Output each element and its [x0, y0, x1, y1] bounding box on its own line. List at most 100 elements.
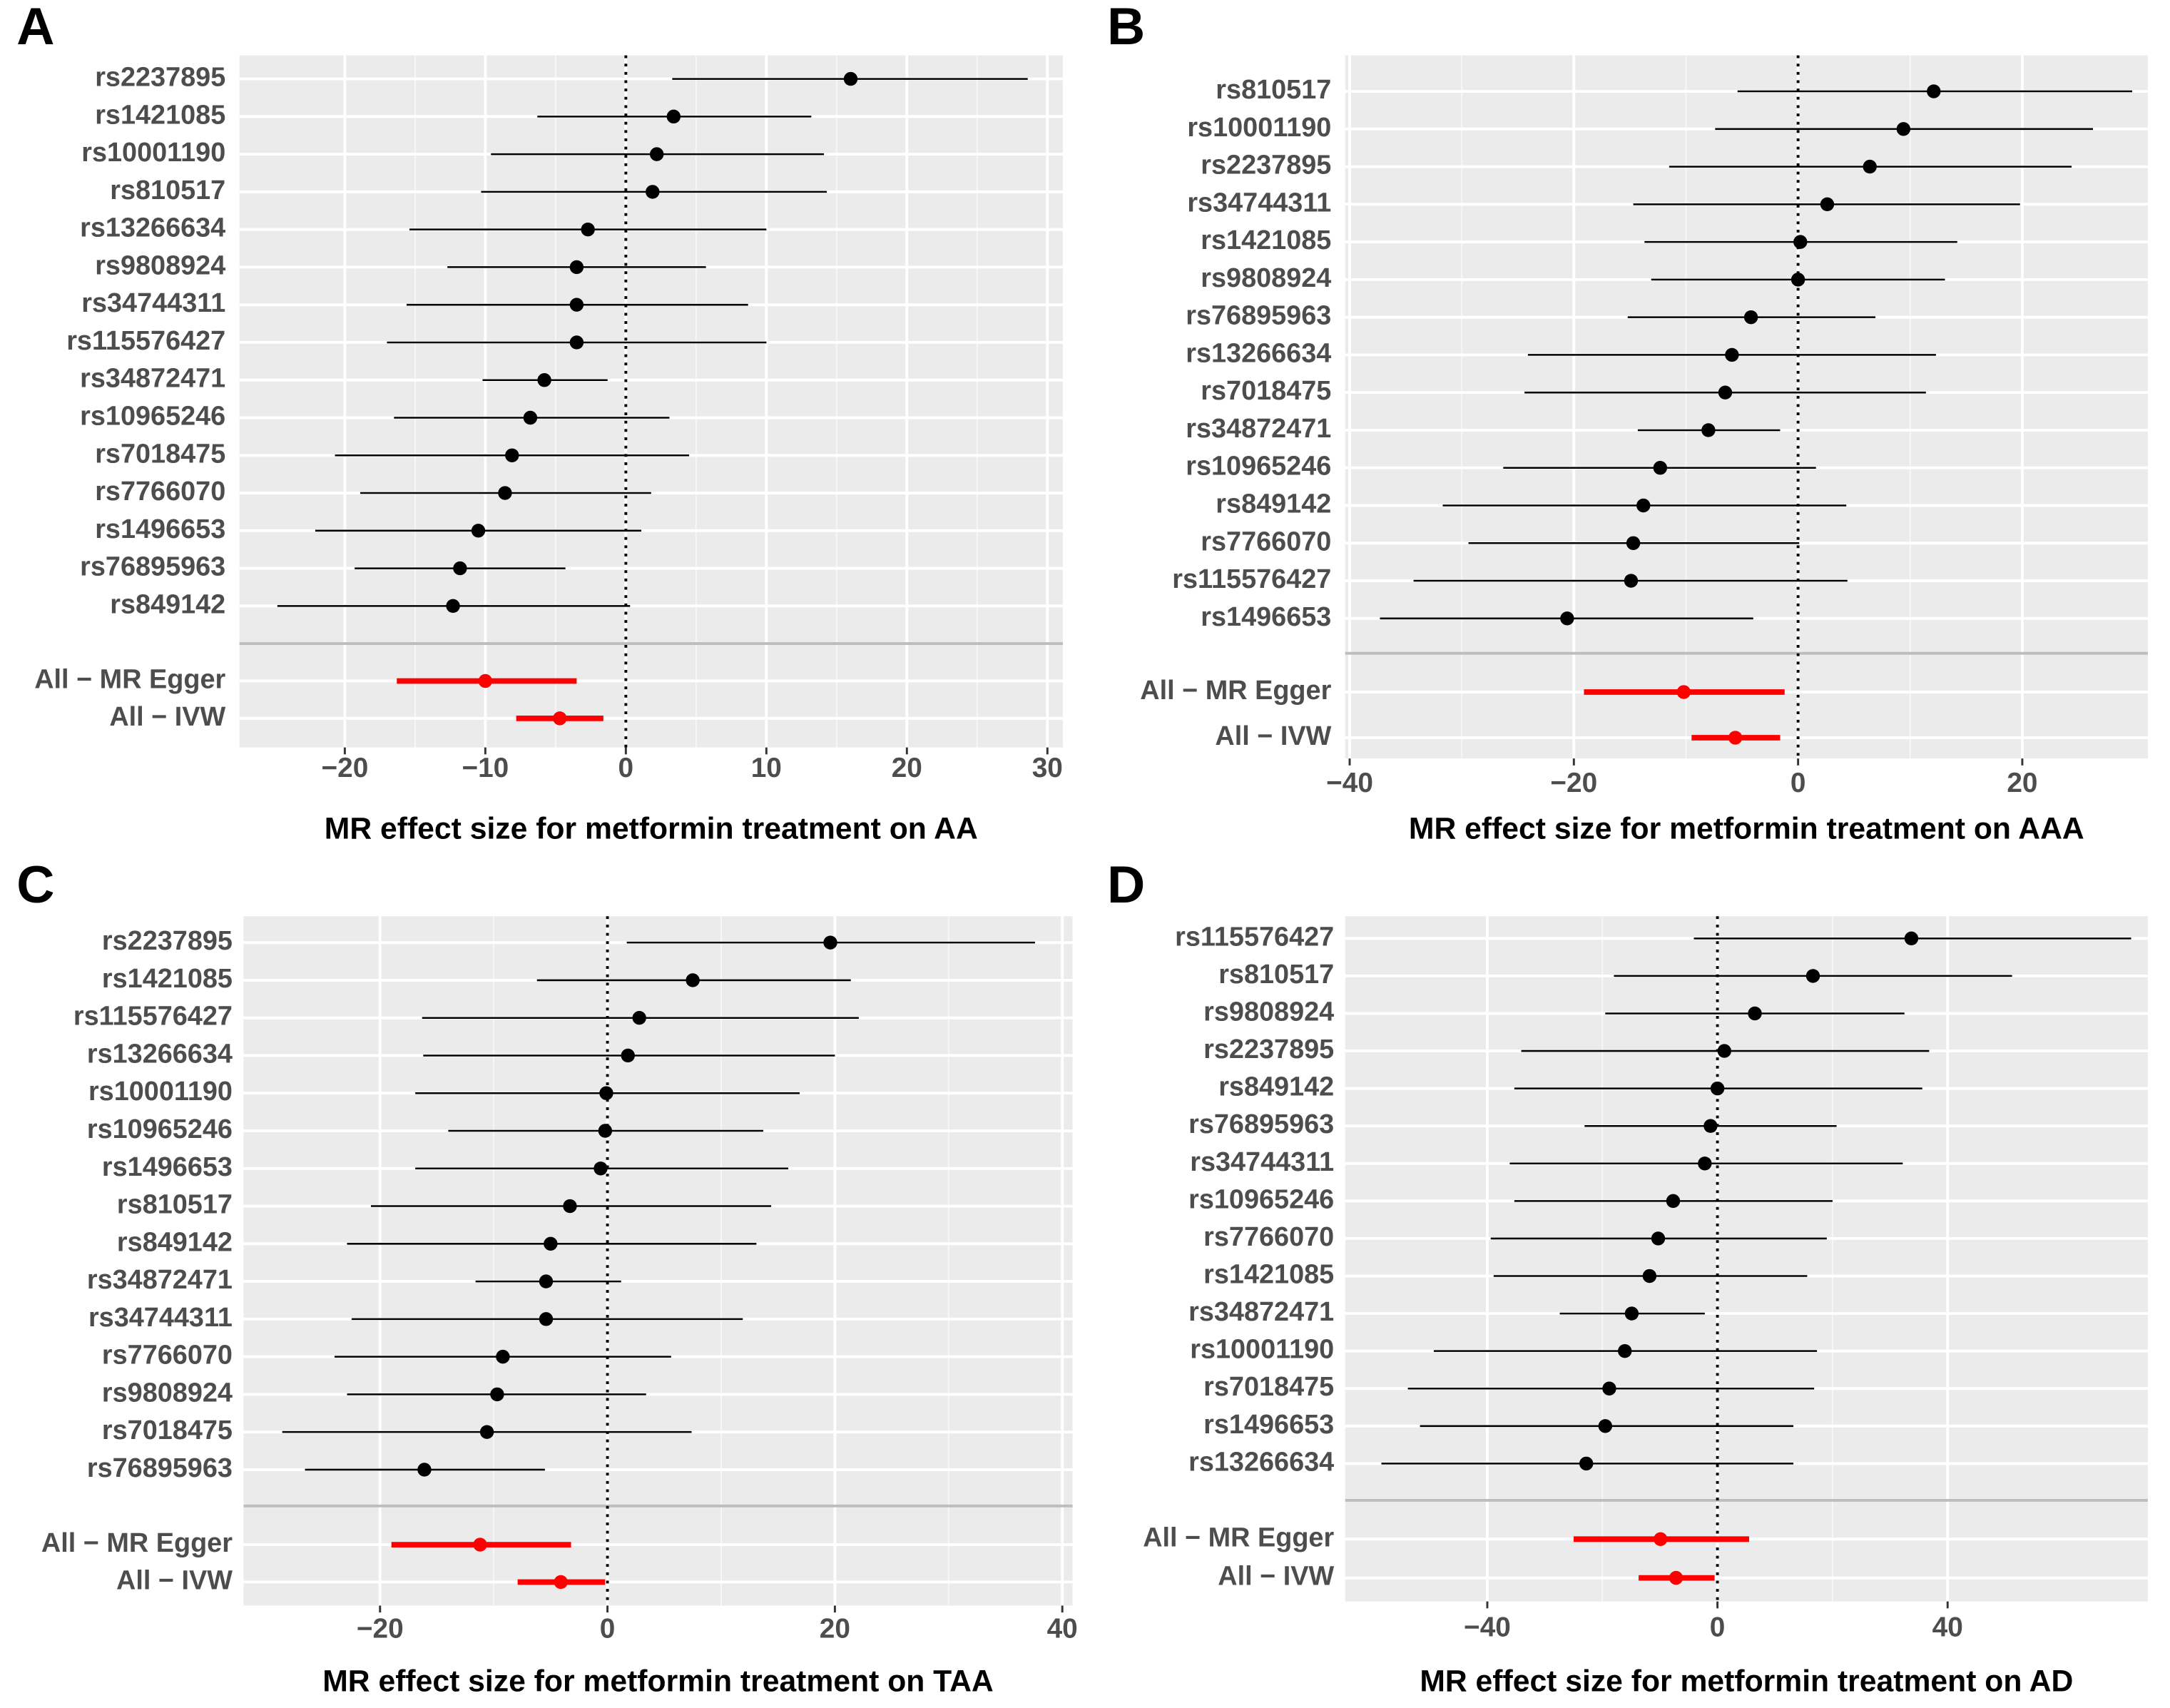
row-label: All − IVW: [109, 702, 225, 732]
row-label: rs13266634: [87, 1039, 233, 1069]
row-label: rs810517: [1216, 75, 1331, 105]
point: [646, 185, 660, 199]
row-label: rs115576427: [1175, 922, 1334, 952]
plot-background: [1345, 916, 2148, 1602]
point: [1748, 1006, 1762, 1021]
point: [1624, 574, 1639, 588]
row-label: rs7018475: [1201, 376, 1331, 406]
plot-background: [239, 55, 1063, 748]
point: [453, 561, 467, 576]
row-label: rs1496653: [1203, 1410, 1334, 1440]
x-tick-label: 30: [1032, 753, 1063, 783]
point: [594, 1161, 608, 1176]
plot-background: [1345, 55, 2148, 759]
x-tick-label: 0: [1710, 1612, 1726, 1643]
row-label: rs7018475: [102, 1415, 233, 1445]
row-label: rs849142: [117, 1227, 233, 1257]
row-label: rs7018475: [1203, 1372, 1334, 1402]
point: [1701, 423, 1716, 437]
x-tick-label: −10: [462, 753, 509, 783]
row-label: rs2237895: [1203, 1035, 1334, 1064]
point: [621, 1048, 635, 1063]
row-label: rs10001190: [1190, 1335, 1334, 1365]
row-label: All − MR Egger: [34, 664, 225, 694]
row-label: rs34744311: [1187, 188, 1331, 218]
point: [490, 1387, 504, 1402]
row-label: rs1421085: [102, 964, 233, 994]
x-tick-label: −40: [1326, 768, 1373, 798]
row-label: rs7766070: [95, 477, 225, 507]
panel-label: C: [16, 855, 54, 914]
point: [1703, 1119, 1718, 1133]
point: [523, 410, 538, 425]
row-label: rs34872471: [80, 364, 225, 394]
point: [1560, 611, 1574, 626]
point: [1618, 1343, 1632, 1358]
point: [1904, 931, 1919, 946]
point: [1743, 310, 1758, 325]
point: [563, 1199, 577, 1214]
point: [1728, 731, 1743, 745]
point: [446, 599, 460, 614]
row-label: All − MR Egger: [1140, 676, 1331, 706]
point: [1927, 84, 1941, 98]
row-label: rs34744311: [81, 288, 225, 318]
x-axis-title: MR effect size for metformin treatment o…: [325, 811, 978, 845]
row-label: rs2237895: [1201, 151, 1331, 181]
point: [1579, 1456, 1594, 1471]
row-label: rs7018475: [95, 439, 225, 469]
point: [1602, 1381, 1616, 1396]
point: [649, 147, 664, 161]
row-label: rs34872471: [87, 1265, 233, 1295]
point: [539, 1312, 554, 1326]
x-tick-label: −20: [357, 1614, 404, 1645]
point: [539, 1274, 554, 1288]
point: [554, 1575, 568, 1590]
row-label: rs34744311: [1190, 1147, 1334, 1177]
row-label: rs13266634: [1188, 1447, 1334, 1477]
point: [686, 973, 700, 987]
row-label: rs115576427: [1172, 564, 1331, 594]
point: [1710, 1081, 1725, 1096]
point: [666, 109, 681, 124]
row-label: rs13266634: [1186, 338, 1331, 368]
row-label: rs10001190: [81, 138, 225, 168]
row-label: rs34872471: [1188, 1297, 1334, 1327]
x-tick-label: −20: [1550, 768, 1597, 798]
point: [1642, 1269, 1657, 1283]
row-label: rs1496653: [1201, 602, 1331, 632]
panel-label: B: [1107, 0, 1145, 56]
row-label: rs2237895: [102, 926, 233, 956]
point: [1725, 347, 1739, 362]
row-label: rs1421085: [95, 100, 225, 130]
row-label: rs34872471: [1186, 414, 1331, 444]
x-tick-label: −20: [321, 753, 368, 783]
point: [843, 71, 858, 86]
x-axis-title: MR effect size for metformin treatment o…: [1409, 811, 2084, 845]
x-tick-label: 0: [600, 1614, 616, 1645]
point: [1718, 385, 1733, 400]
row-label: rs9808924: [102, 1378, 233, 1408]
row-label: rs7766070: [102, 1341, 233, 1371]
row-label: rs76895963: [1188, 1109, 1334, 1139]
row-label: rs76895963: [87, 1453, 233, 1483]
point: [1790, 273, 1805, 287]
x-tick-label: 10: [751, 753, 782, 783]
row-label: rs1496653: [95, 514, 225, 544]
row-label: rs9808924: [95, 250, 225, 280]
row-label: rs10001190: [1187, 113, 1331, 143]
point: [569, 335, 584, 350]
point: [569, 260, 584, 275]
row-label: rs1421085: [1201, 225, 1331, 255]
row-label: rs849142: [1218, 1072, 1334, 1102]
point: [417, 1463, 432, 1477]
x-tick-label: −40: [1464, 1612, 1511, 1643]
point: [473, 1537, 487, 1552]
point: [1666, 1194, 1681, 1209]
x-axis-title: MR effect size for metformin treatment o…: [322, 1664, 993, 1698]
point: [632, 1010, 646, 1025]
row-label: rs10965246: [80, 402, 225, 432]
point: [1717, 1044, 1731, 1058]
point: [1669, 1570, 1683, 1585]
